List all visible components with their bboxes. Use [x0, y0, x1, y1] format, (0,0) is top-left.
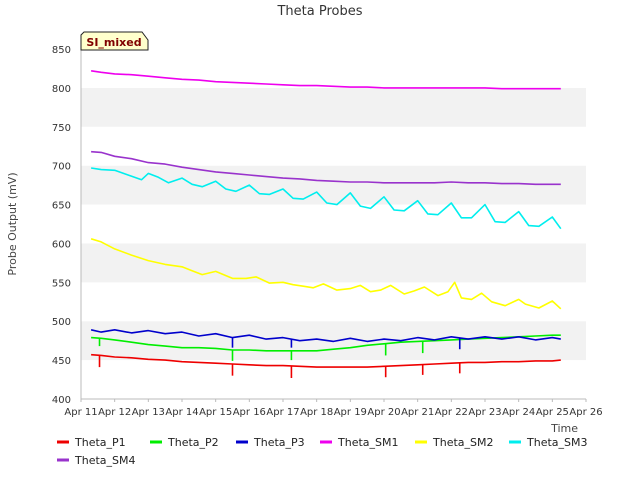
legend-item-theta-p2: Theta_P2: [150, 436, 219, 449]
x-tick-label: Apr 15: [199, 407, 232, 418]
y-tick-label: 650: [52, 201, 71, 212]
x-tick-label: Apr 22: [435, 407, 468, 418]
plot-band: [81, 126, 586, 166]
x-tick-label: Apr 18: [300, 407, 333, 418]
plot-band: [81, 87, 586, 127]
spike-layer: [98, 337, 461, 378]
x-tick-label: Apr 21: [401, 407, 434, 418]
plot-band: [81, 243, 586, 283]
x-tick-label: Apr 16: [233, 407, 266, 418]
y-tick-label: 600: [52, 239, 71, 250]
plot-band: [81, 49, 586, 88]
y-tick-label: 500: [52, 317, 71, 328]
legend-item-theta-sm2: Theta_SM2: [415, 436, 493, 449]
plot-band: [81, 204, 586, 244]
y-tick-label: 800: [52, 84, 71, 95]
mixed-badge-text: SI_mixed: [86, 36, 141, 49]
series-line-theta-sm4: [91, 150, 561, 186]
x-axis-ticks: Apr 11 Apr 12 Apr 13 Apr 14 Apr 15 Apr 16 Apr …: [64, 399, 603, 418]
legend-label: Theta_SM2: [432, 436, 493, 449]
y-tick-label: 550: [52, 278, 71, 289]
plot-band: [81, 165, 586, 205]
legend-label: Theta_SM4: [74, 454, 135, 467]
legend-label: Theta_P1: [74, 436, 126, 449]
x-tick-label: Apr 24: [502, 407, 535, 418]
mixed-badge: SI_mixed: [80, 31, 149, 51]
legend-item-theta-p1: Theta_P1: [57, 436, 126, 449]
series-line-theta-p3: [90, 328, 561, 343]
x-axis-label: Time: [550, 422, 578, 435]
x-tick-label: Apr 26: [569, 407, 602, 418]
x-tick-label: Apr 12: [98, 407, 131, 418]
x-tick-label: Apr 23: [468, 407, 501, 418]
y-tick-label: 700: [52, 162, 71, 173]
legend-item-theta-sm4: Theta_SM4: [57, 454, 135, 467]
series-layer: [90, 70, 562, 368]
x-tick-label: Apr 25: [536, 407, 569, 418]
x-tick-label: Apr 20: [367, 407, 400, 418]
x-tick-label: Apr 19: [334, 407, 367, 418]
series-line-theta-p2: [91, 334, 561, 352]
x-tick-label: Apr 11: [64, 407, 97, 418]
series-line-theta-sm1: [90, 70, 561, 90]
y-tick-label: 450: [52, 356, 71, 367]
legend-item-theta-sm3: Theta_SM3: [509, 436, 587, 449]
legend-label: Theta_SM1: [337, 436, 398, 449]
x-tick-label: Apr 17: [266, 407, 299, 418]
legend: Theta_P1 Theta_P2 Theta_P3 Theta_SM1 Theta_S…: [57, 436, 587, 467]
x-tick-label: Apr 13: [132, 407, 165, 418]
y-tick-label: 750: [52, 123, 71, 134]
y-axis-ticks: 400 450 500 550 600 650 700 750 800 850: [52, 45, 71, 406]
legend-item-theta-p3: Theta_P3: [236, 436, 305, 449]
legend-label: Theta_SM3: [526, 436, 587, 449]
legend-item-theta-sm1: Theta_SM1: [320, 436, 398, 449]
y-tick-label: 850: [52, 45, 71, 56]
plot-bands: [81, 49, 586, 399]
legend-label: Theta_P2: [167, 436, 219, 449]
y-tick-label: 400: [52, 395, 71, 406]
series-line-theta-p1: [91, 353, 561, 368]
series-line-theta-sm3: [90, 167, 562, 230]
plot-band: [81, 360, 586, 399]
legend-label: Theta_P3: [253, 436, 305, 449]
chart-title: Theta Probes: [276, 4, 362, 19]
y-axis-label: Probe Output (mV): [6, 172, 19, 275]
x-tick-label: Apr 14: [165, 407, 198, 418]
series-line-theta-sm2: [90, 238, 562, 310]
